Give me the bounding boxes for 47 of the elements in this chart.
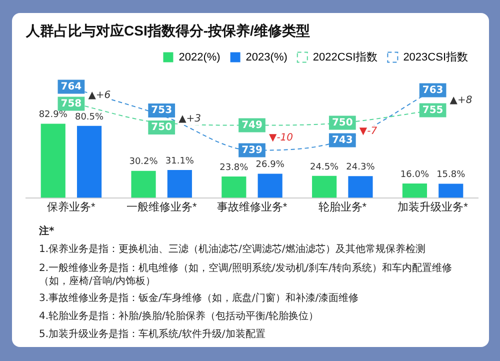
text: 5.加装升级业务是指：车机系统/软件升级/加装配置 [39, 328, 266, 342]
data-label: 15.8% [436, 170, 466, 180]
bar [402, 184, 428, 198]
bar [222, 176, 246, 198]
data-label: 24.5% [310, 162, 340, 172]
bar [131, 170, 156, 198]
bar [438, 184, 464, 198]
data-label: 26.9% [256, 160, 285, 170]
x-tick-label: 加装升级业务* [398, 200, 469, 214]
data-label: 750 [151, 122, 172, 134]
data-label: 755 [422, 104, 444, 116]
bar [167, 170, 192, 198]
annotation: ▼-10 [269, 132, 294, 144]
text: ▲+6 [88, 90, 111, 101]
data-label: 753 [151, 105, 172, 116]
x-tick-label: 事故维修业务* [216, 200, 288, 214]
data-label: 31.1% [165, 156, 194, 166]
annotation: ▼-7 [359, 126, 378, 138]
x-tick-label: 保养业务* [47, 200, 96, 214]
text: 1.保养业务是指：更换机油、三滤（机油滤芯/空调滤芯/燃油滤芯）及其他常规保养检测 [39, 242, 426, 257]
data-label: 80.5% [74, 112, 104, 122]
data-label: 758 [60, 98, 82, 110]
data-label: 24.3% [346, 162, 376, 172]
legend-label: 2023(%) [246, 51, 288, 64]
bar [348, 176, 373, 198]
bar [76, 126, 102, 198]
bar [312, 176, 337, 198]
x-tick-label: 轮胎业务* [318, 200, 368, 214]
data-label: 82.9% [38, 110, 68, 120]
text: 2.一般维修业务是指：机电维修（如，空调/照明系统/发动机/刹车/转向系统）和车内配置维修（如，座椅/音响/内饰板） [39, 262, 454, 288]
legend-label: 2022CSI指数 [312, 51, 378, 64]
text: 3.事故维修业务是指：钣金/车身维修（如，底盘/门窗）和补漆/漆面维修 [39, 292, 360, 306]
data-label: 30.2% [129, 157, 158, 168]
data-label: 763 [422, 84, 444, 96]
chart-title: 人群占比与对应CSI指数得分-按保养/维修类型 [25, 22, 310, 38]
data-label: 23.8% [220, 162, 249, 173]
bar [258, 174, 282, 198]
annotation: ▲+3 [178, 114, 202, 125]
legend-label: 2023CSI指数 [403, 51, 468, 64]
data-label: 16.0% [400, 170, 430, 180]
text: ▲+8 [450, 94, 472, 106]
text: 注* [39, 224, 56, 239]
legend-label: 2022(%) [178, 51, 220, 64]
x-tick-label: 一般维修业务* [126, 200, 198, 214]
bar [40, 124, 66, 198]
text: 4.轮胎业务是指：补胎/换胎/轮胎保养（包括动平衡/轮胎换位） [39, 310, 320, 324]
data-label: 764 [60, 81, 82, 92]
